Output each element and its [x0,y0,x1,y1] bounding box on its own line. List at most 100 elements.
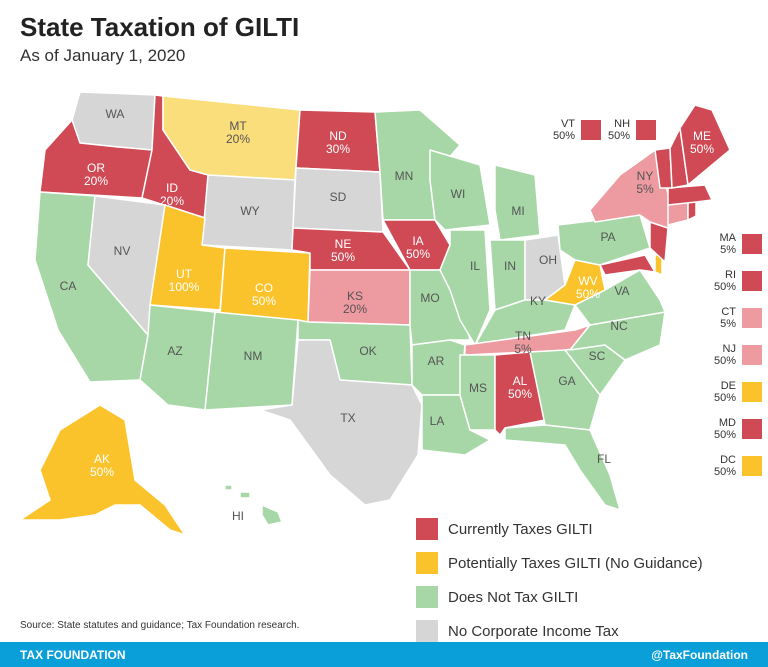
small-state-value: 5% [720,244,736,256]
state-label-WY: WY [240,204,259,218]
small-state-box-NH: NH 50% [608,118,657,142]
state-TX [259,339,423,506]
state-label-WI: WI [451,187,466,201]
state-NJ [649,221,669,263]
state-label-NY: NY [637,169,654,183]
small-state-text: RI 50% [700,269,736,293]
legend-item-potential: Potentially Taxes GILTI (No Guidance) [416,546,703,580]
state-label-MI: MI [511,204,524,218]
state-value-ME: 50% [690,142,714,156]
small-state-swatch [581,120,602,140]
small-state-swatch [742,308,762,328]
state-label-IL: IL [470,259,480,273]
state-label-KS: KS [347,289,363,303]
state-GA [529,349,601,431]
state-label-ID: ID [166,181,178,195]
small-state-box-VT: VT 50% [553,118,602,142]
small-state-name: VT [560,118,576,130]
state-IL [439,229,491,346]
state-label-MT: MT [229,119,247,133]
legend: Currently Taxes GILTI Potentially Taxes … [416,512,703,648]
small-state-value: 5% [720,318,736,330]
small-state-value: 50% [713,429,736,441]
small-state-box-RI: RI 50% [700,269,762,293]
state-label-NV: NV [114,244,131,258]
small-state-box-NJ: NJ 50% [700,343,762,367]
state-label-TN: TN [515,329,531,343]
small-state-text: MD 50% [700,417,736,441]
footer-handle[interactable]: @TaxFoundation [651,647,748,662]
legend-label: No Corporate Income Tax [448,622,619,640]
small-state-name: NH [614,118,631,130]
small-state-box-MD: MD 50% [700,417,762,441]
state-RI [687,201,697,221]
small-state-box-MA: MA 5% [700,232,762,256]
small-state-swatch [742,345,762,365]
small-state-text: MA 5% [700,232,737,256]
state-value-AK: 50% [90,465,114,479]
state-label-HI: HI [232,509,244,523]
small-state-name: CT [721,306,736,318]
small-state-value: 50% [713,466,736,478]
state-label-CA: CA [60,279,77,293]
state-value-OR: 20% [84,174,108,188]
state-value-TN: 5% [514,342,532,356]
state-MD [599,254,656,276]
small-state-text: CT 5% [700,306,736,330]
state-label-PA: PA [600,230,615,244]
state-label-ND: ND [329,129,347,143]
state-value-NY: 5% [636,182,654,196]
small-state-swatch [636,120,657,140]
legend-item-no-tax: Does Not Tax GILTI [416,580,703,614]
state-MA [667,184,713,206]
legend-swatch [416,620,438,642]
state-WI [429,149,491,231]
state-label-SD: SD [330,190,347,204]
state-label-KY: KY [530,294,546,308]
footer-bar: TAX FOUNDATION @TaxFoundation [0,642,768,667]
source-note: Source: State statutes and guidance; Tax… [20,620,300,631]
small-state-value: 50% [713,392,736,404]
small-state-swatch [742,456,762,476]
small-state-swatch [742,234,762,254]
state-label-MN: MN [395,169,414,183]
state-CT [667,201,689,226]
state-label-WV: WV [578,274,597,288]
small-state-box-DC: DC 50% [700,454,762,478]
small-state-box-CT: CT 5% [700,306,762,330]
state-label-OH: OH [539,253,557,267]
state-label-AR: AR [428,354,445,368]
state-FL [504,424,621,511]
state-value-KS: 20% [343,302,367,316]
legend-label: Currently Taxes GILTI [448,520,593,538]
state-label-NE: NE [335,237,352,251]
small-state-name: MA [719,232,737,244]
state-value-NE: 50% [331,250,355,264]
state-MI [494,164,541,241]
state-value-AL: 50% [508,387,532,401]
small-state-box-DE: DE 50% [700,380,762,404]
legend-item-no-cit: No Corporate Income Tax [416,614,703,648]
state-label-WA: WA [106,107,125,121]
state-label-GA: GA [558,374,575,388]
small-state-name: MD [718,417,736,429]
state-label-OK: OK [359,344,376,358]
small-state-value: 50% [608,130,631,142]
small-state-name: DC [720,454,736,466]
state-HI [224,484,283,526]
state-label-NM: NM [244,349,263,363]
footer-brand: TAX FOUNDATION [20,647,126,662]
small-state-text: NJ 50% [700,343,736,367]
state-label-IN: IN [504,259,516,273]
state-IN [489,239,526,311]
state-MS [459,354,496,431]
state-ME [679,104,731,186]
legend-item-taxes: Currently Taxes GILTI [416,512,703,546]
state-value-UT: 100% [169,280,200,294]
state-label-SC: SC [589,349,606,363]
map-subtitle: As of January 1, 2020 [20,46,186,65]
state-value-ND: 30% [326,142,350,156]
state-label-FL: FL [597,452,611,466]
state-NY [589,149,671,229]
small-state-text: DC 50% [700,454,736,478]
